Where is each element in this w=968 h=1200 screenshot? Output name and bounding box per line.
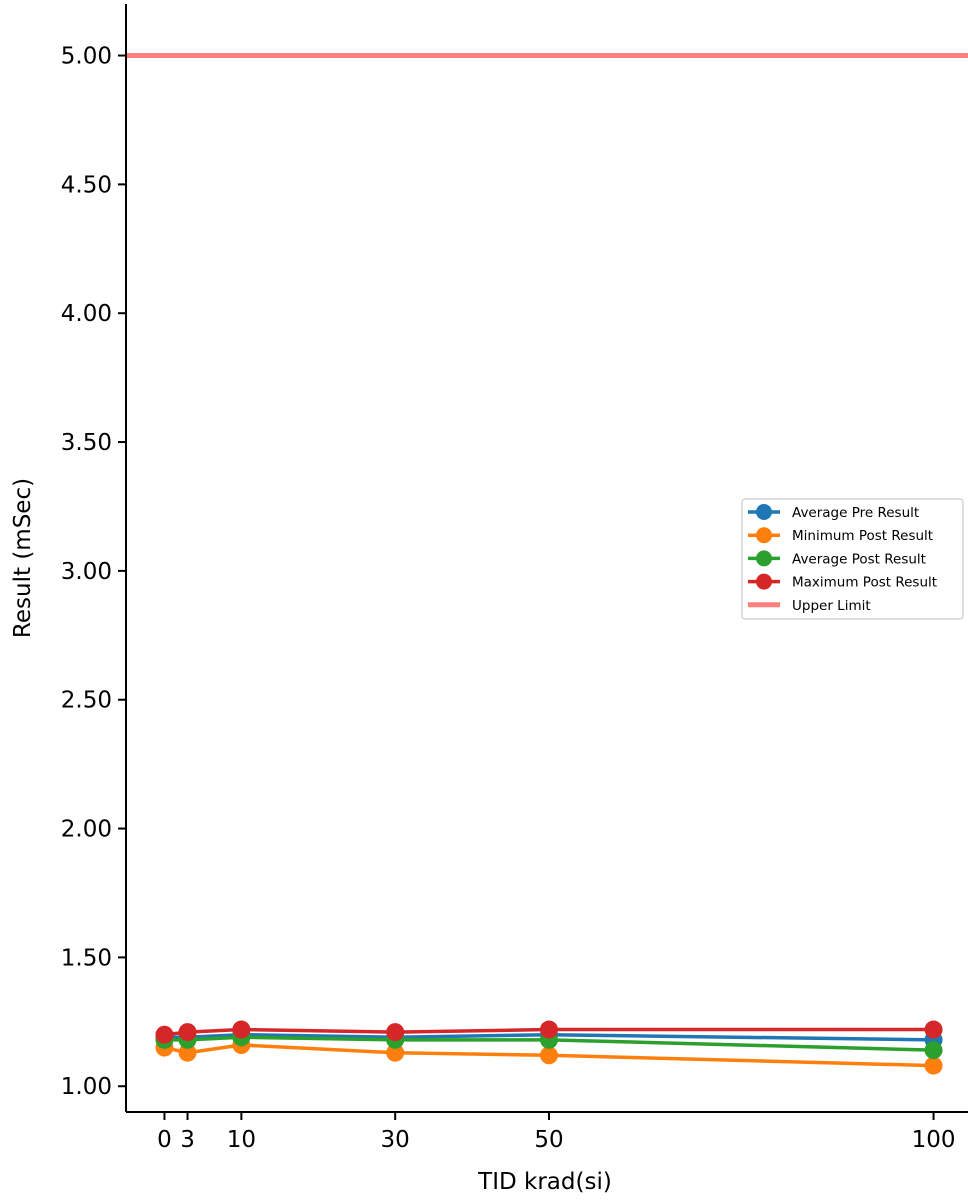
legend-entry: Average Pre Result	[748, 504, 919, 521]
legend: Average Pre Result Minimum Post Result Ave…	[741, 498, 964, 620]
x-tick-label: 50	[534, 1127, 563, 1153]
legend-entry: Minimum Post Result	[748, 527, 933, 544]
x-tick-label: 10	[227, 1127, 256, 1153]
legend-label: Maximum Post Result	[792, 575, 937, 591]
y-tick-label: 2.00	[61, 817, 112, 843]
y-tick-label: 3.50	[61, 430, 112, 456]
data-point	[924, 1056, 943, 1075]
x-tick-label: 30	[381, 1127, 410, 1153]
x-tick-label: 3	[180, 1127, 195, 1153]
legend-entry: Maximum Post Result	[748, 573, 937, 591]
axes: 1.00 1.50 2.00 2.50 3.00 3.50 4.00 4.50 5.00 0 3 10…	[61, 4, 968, 1153]
y-tick-label: 4.00	[61, 301, 112, 327]
legend-marker	[756, 504, 772, 520]
legend-entry: Average Post Result	[748, 550, 926, 567]
y-tick-label: 3.00	[61, 559, 112, 585]
data-point	[178, 1043, 197, 1062]
legend-marker	[756, 550, 772, 567]
y-tick-label: 1.00	[61, 1074, 112, 1100]
data-point	[386, 1043, 405, 1062]
data-point	[178, 1023, 197, 1042]
legend-marker	[756, 527, 772, 544]
y-tick-label: 4.50	[61, 172, 112, 198]
y-tick-label: 1.50	[61, 945, 112, 971]
data-point	[924, 1020, 943, 1039]
legend-marker	[756, 573, 772, 590]
data-point	[155, 1025, 174, 1044]
data-point	[540, 1020, 558, 1039]
legend-entry: Upper Limit	[748, 598, 871, 614]
legend-label: Minimum Post Result	[792, 528, 933, 544]
plot-area	[126, 53, 968, 1075]
y-tick-label: 2.50	[61, 688, 112, 714]
legend-label: Upper Limit	[792, 598, 871, 614]
x-tick-label: 0	[157, 1127, 172, 1153]
legend-box	[741, 498, 964, 620]
series-3	[155, 1020, 943, 1044]
data-point	[232, 1020, 251, 1039]
data-point	[924, 1041, 943, 1060]
y-axis-label: Result (mSec)	[10, 478, 36, 638]
x-tick-label: 100	[912, 1127, 956, 1153]
data-point	[386, 1023, 405, 1042]
legend-label: Average Post Result	[792, 551, 926, 567]
data-point	[540, 1046, 558, 1065]
y-tick-label: 5.00	[61, 44, 112, 70]
x-axis-label: TID krad(si)	[477, 1169, 612, 1195]
legend-label: Average Pre Result	[792, 505, 919, 521]
